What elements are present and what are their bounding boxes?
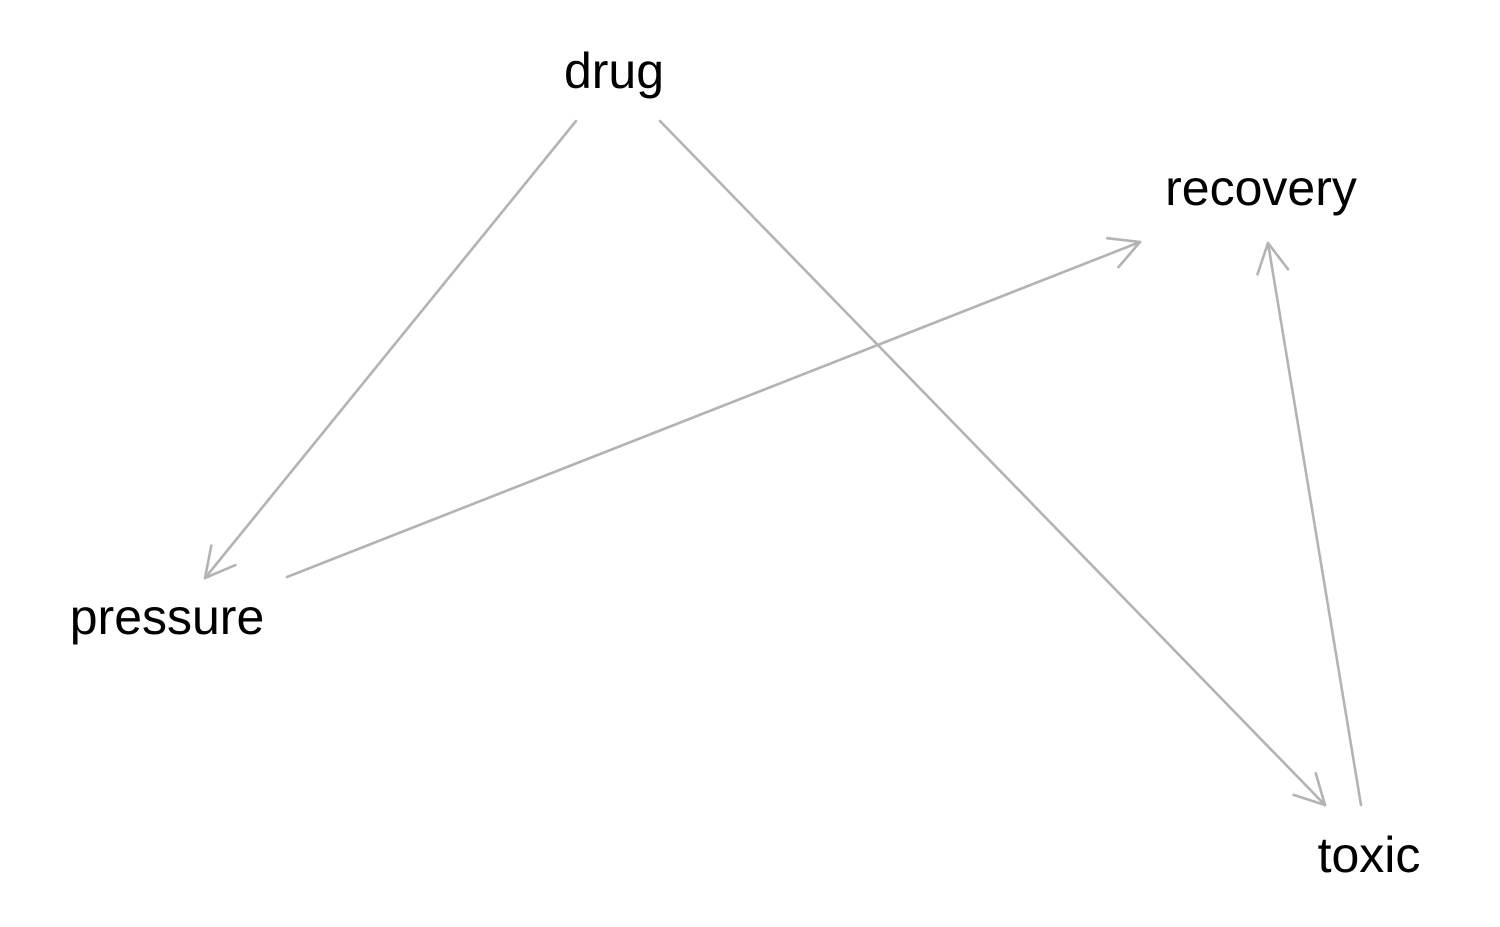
node-toxic: toxic xyxy=(1318,827,1421,883)
edge-pressure-to-recovery xyxy=(285,236,1142,579)
edge-toxic-to-recovery xyxy=(1256,241,1363,807)
edge-line xyxy=(285,240,1142,579)
node-pressure: pressure xyxy=(70,589,265,645)
arrowhead-icon xyxy=(1105,236,1142,269)
arrowhead-icon xyxy=(203,544,237,580)
edge-line xyxy=(1266,241,1363,807)
edge-drug-to-pressure xyxy=(203,119,578,580)
node-recovery: recovery xyxy=(1165,160,1357,216)
edges-group xyxy=(203,119,1363,807)
edge-drug-to-toxic xyxy=(658,119,1327,807)
edge-line xyxy=(203,119,578,580)
arrowhead-icon xyxy=(1292,771,1327,807)
nodes-group: drug recovery pressure toxic xyxy=(70,43,1421,883)
edge-line xyxy=(658,119,1327,807)
arrowhead-icon xyxy=(1256,241,1290,276)
node-drug: drug xyxy=(564,43,664,99)
